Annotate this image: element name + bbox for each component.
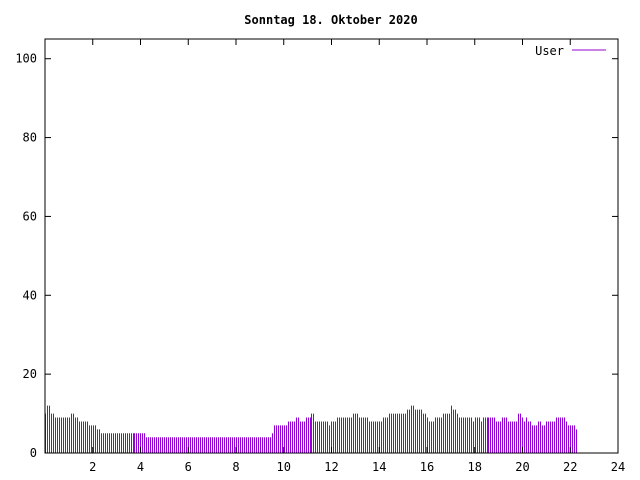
legend-label-user: User — [535, 44, 564, 58]
x-tick-label: 14 — [372, 460, 386, 474]
x-tick-label: 12 — [324, 460, 338, 474]
y-tick-label: 100 — [15, 52, 37, 66]
y-axis: 0 20 40 60 80 100 — [15, 52, 618, 460]
plot-frame — [44, 38, 619, 454]
y-tick-label: 60 — [23, 209, 37, 223]
x-tick-label: 2 — [89, 460, 96, 474]
x-tick-label: 8 — [232, 460, 239, 474]
x-axis: 2 4 6 8 10 12 14 16 18 20 22 24 — [89, 39, 625, 474]
x-tick-label: 18 — [468, 460, 482, 474]
y-tick-label: 0 — [30, 446, 37, 460]
x-tick-label: 16 — [420, 460, 434, 474]
x-tick-label: 22 — [563, 460, 577, 474]
x-tick-label: 4 — [137, 460, 144, 474]
x-tick-label: 10 — [277, 460, 291, 474]
legend: User — [535, 44, 606, 58]
bar-series-user — [45, 405, 577, 453]
chart-title: Sonntag 18. Oktober 2020 — [244, 13, 417, 27]
x-tick-label: 20 — [515, 460, 529, 474]
y-tick-label: 80 — [23, 131, 37, 145]
x-tick-label: 24 — [611, 460, 625, 474]
y-tick-label: 40 — [23, 288, 37, 302]
y-tick-label: 20 — [23, 367, 37, 381]
x-tick-label: 6 — [185, 460, 192, 474]
